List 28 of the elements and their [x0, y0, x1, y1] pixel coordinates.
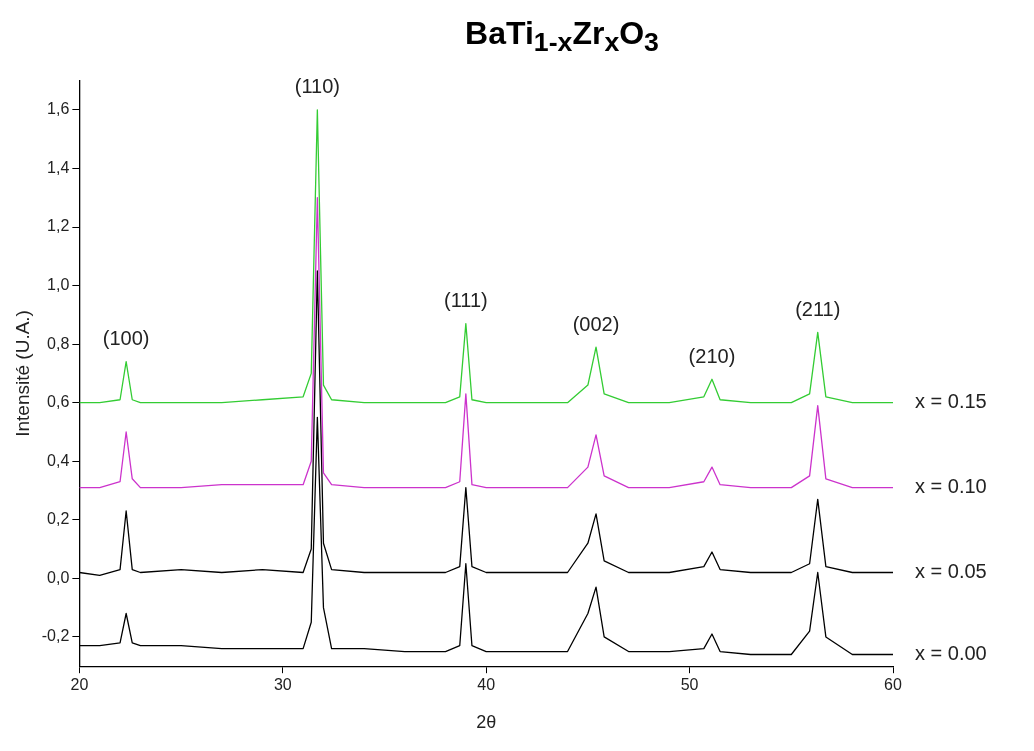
x-tick-label: 50: [680, 676, 699, 694]
annotation: (002): [572, 312, 620, 335]
y-tick-label: 1,0: [47, 275, 70, 293]
y-tick-label: 1,2: [47, 217, 70, 235]
y-tick-label: -0,2: [41, 627, 70, 645]
y-tick-label: 0,2: [47, 510, 70, 528]
y-tick-label: 0,0: [47, 568, 70, 586]
x-tick-label: 30: [273, 676, 292, 694]
annotation: (100): [102, 327, 150, 350]
annotation: (110): [294, 75, 340, 98]
y-axis-title: Intensité (U.A.): [11, 310, 33, 437]
y-tick-label: 1,4: [47, 158, 70, 176]
series-label: x = 0.15: [915, 390, 987, 413]
x-tick-label: 40: [477, 676, 496, 694]
x-axis-title: 2θ: [476, 712, 497, 733]
y-tick-label: 0,8: [47, 334, 70, 352]
y-tick-label: 0,4: [47, 451, 70, 469]
series-label: x = 0.05: [915, 560, 987, 583]
chart-title: BaTi$_{1-x}$Zr$_{x}$O$_{3}$: [464, 14, 660, 60]
annotation: (210): [688, 344, 736, 367]
y-tick-label: 0,6: [47, 393, 70, 411]
annotation: (111): [443, 289, 488, 312]
x-tick-label: 20: [70, 676, 89, 694]
y-tick-label: 1,6: [47, 100, 70, 118]
x-tick-label: 60: [884, 676, 902, 694]
annotation: (211): [795, 297, 841, 320]
series-label: x = 0.10: [915, 475, 987, 498]
series-label: x = 0.00: [915, 642, 987, 664]
